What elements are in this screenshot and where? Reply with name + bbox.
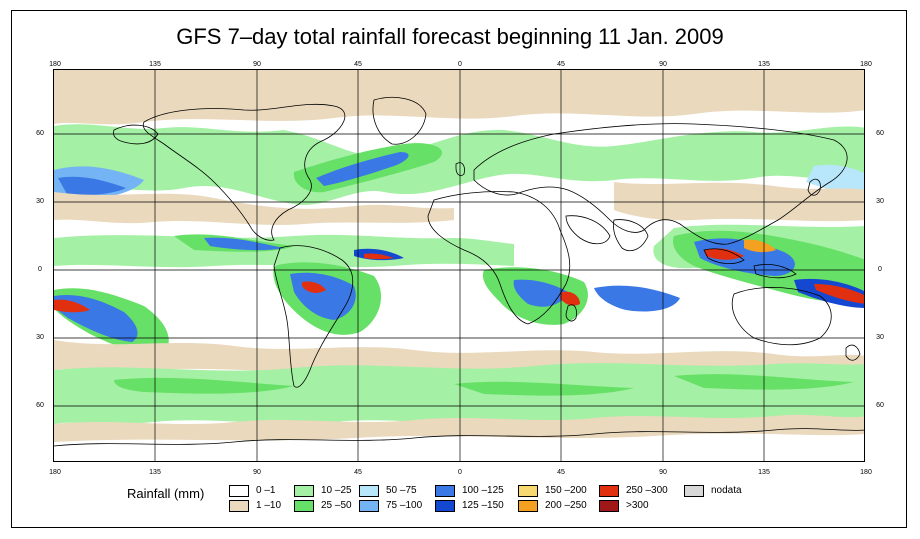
legend-label: 150 –200 bbox=[545, 485, 587, 496]
legend-label: >300 bbox=[626, 500, 649, 511]
lat-label-right: 60 bbox=[876, 130, 884, 137]
lon-label-bottom: 135 bbox=[149, 469, 161, 476]
lat-label-left: 60 bbox=[36, 402, 44, 409]
rain-zone-red bbox=[704, 248, 744, 260]
rain-zone-orange bbox=[744, 239, 776, 253]
legend-label: 250 –300 bbox=[626, 485, 668, 496]
legend-label: 100 –125 bbox=[462, 485, 504, 496]
lon-label-top: 135 bbox=[149, 61, 161, 68]
south-america-outline bbox=[273, 245, 354, 388]
rain-zone-red bbox=[814, 284, 864, 304]
rain-zone-red bbox=[302, 281, 326, 293]
rain-zone-tan bbox=[614, 182, 864, 222]
rain-zone-red bbox=[364, 253, 394, 260]
india-outline bbox=[613, 219, 649, 252]
lon-label-top: 135 bbox=[758, 61, 770, 68]
legend-label: 125 –150 bbox=[462, 500, 504, 511]
legend-swatch bbox=[518, 485, 538, 497]
lat-label-right: 30 bbox=[876, 334, 884, 341]
legend-swatch bbox=[435, 485, 455, 497]
lon-label-top: 45 bbox=[557, 61, 565, 68]
legend-swatch bbox=[599, 485, 619, 497]
rain-zone-blue bbox=[594, 285, 680, 312]
rain-zone-tan bbox=[54, 340, 864, 372]
legend-swatch bbox=[359, 485, 379, 497]
rain-zone-tan bbox=[54, 192, 454, 225]
eurasia-outline bbox=[473, 123, 848, 245]
lat-label-left: 30 bbox=[36, 334, 44, 341]
graticule bbox=[54, 70, 864, 461]
lon-label-top: 90 bbox=[253, 61, 261, 68]
legend-swatch bbox=[518, 500, 538, 512]
new-guinea-outline bbox=[753, 264, 797, 279]
lat-label-right: 30 bbox=[876, 198, 884, 205]
lat-label-left: 30 bbox=[36, 198, 44, 205]
rain-zone-blue bbox=[58, 176, 126, 196]
rain-zone-light-blue bbox=[806, 165, 864, 195]
lon-label-top: 0 bbox=[458, 61, 462, 68]
legend-swatch bbox=[294, 500, 314, 512]
lon-label-bottom: 90 bbox=[253, 469, 261, 476]
africa-outline bbox=[427, 191, 571, 325]
legend-swatch bbox=[229, 500, 249, 512]
map-title: GFS 7–day total rainfall forecast beginn… bbox=[176, 24, 724, 49]
rainfall-map-svg bbox=[54, 70, 864, 461]
borneo-outline bbox=[703, 248, 745, 264]
lon-label-bottom: 0 bbox=[458, 469, 462, 476]
legend-label: 75 –100 bbox=[386, 500, 423, 511]
lon-label-bottom: 180 bbox=[860, 469, 872, 476]
arabia-outline bbox=[565, 215, 611, 245]
rain-zone-red bbox=[54, 299, 90, 313]
legend-label: 0 –1 bbox=[256, 485, 276, 496]
figure-frame bbox=[11, 10, 907, 528]
lat-label-left: 0 bbox=[38, 266, 42, 273]
legend-label: 1 –10 bbox=[256, 500, 282, 511]
coastlines bbox=[54, 97, 864, 447]
rain-zone-light-green bbox=[54, 124, 864, 205]
legend-swatch bbox=[684, 485, 704, 497]
legend-swatch bbox=[229, 485, 249, 497]
rain-zone-green bbox=[454, 381, 634, 396]
legend-label: 10 –25 bbox=[321, 485, 352, 496]
lon-label-bottom: 180 bbox=[49, 469, 61, 476]
lon-label-top: 180 bbox=[49, 61, 61, 68]
japan-outline bbox=[807, 178, 821, 196]
lon-label-top: 45 bbox=[354, 61, 362, 68]
rain-zone-green bbox=[114, 377, 294, 394]
madagascar-outline bbox=[565, 304, 577, 322]
lon-label-bottom: 135 bbox=[758, 469, 770, 476]
rain-zone-tan bbox=[54, 70, 864, 125]
rain-zone-blue bbox=[204, 237, 284, 251]
legend-label: 200 –250 bbox=[545, 500, 587, 511]
rain-zone-red bbox=[560, 291, 580, 306]
legend-label: nodata bbox=[711, 485, 742, 496]
rain-zone-blue bbox=[513, 279, 568, 307]
lon-label-bottom: 45 bbox=[354, 469, 362, 476]
rain-zone-blue bbox=[316, 152, 409, 186]
antarctica-outline bbox=[54, 428, 864, 447]
uk-outline bbox=[455, 162, 465, 176]
lat-label-left: 60 bbox=[36, 130, 44, 137]
lon-label-top: 180 bbox=[860, 61, 872, 68]
legend-swatch bbox=[294, 485, 314, 497]
new-zealand-outline bbox=[845, 344, 861, 361]
north-america-outline bbox=[142, 103, 346, 241]
lon-label-bottom: 90 bbox=[659, 469, 667, 476]
rain-zone-light-green bbox=[54, 234, 514, 268]
lon-label-bottom: 45 bbox=[557, 469, 565, 476]
legend-label: 25 –50 bbox=[321, 500, 352, 511]
lat-label-right: 0 bbox=[878, 266, 882, 273]
legend-swatch bbox=[359, 500, 379, 512]
legend-title: Rainfall (mm) bbox=[127, 486, 205, 501]
lon-label-top: 90 bbox=[659, 61, 667, 68]
legend-label: 50 –75 bbox=[386, 485, 417, 496]
legend-swatch bbox=[599, 500, 619, 512]
lat-label-right: 60 bbox=[876, 402, 884, 409]
alaska-outline bbox=[113, 124, 159, 145]
rain-zone-light-green bbox=[54, 363, 864, 424]
legend-swatch bbox=[435, 500, 455, 512]
rainfall-map bbox=[53, 69, 865, 462]
